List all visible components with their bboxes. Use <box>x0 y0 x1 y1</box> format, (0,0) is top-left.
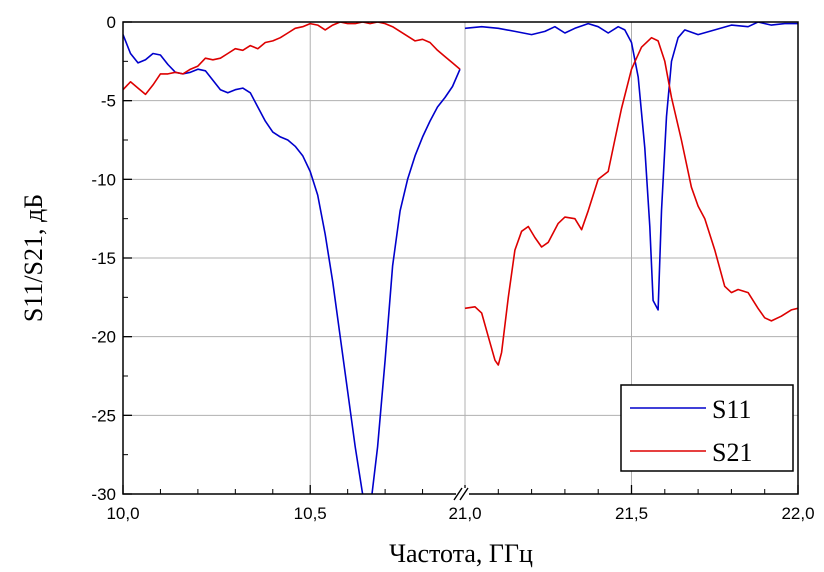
series-line-s21 <box>464 36 798 366</box>
legend-box <box>620 384 794 472</box>
legend-label-s11: S11 <box>712 395 752 424</box>
y-tick-label: -30 <box>91 485 116 504</box>
y-tick-label: -25 <box>91 406 116 425</box>
grid <box>123 22 798 494</box>
series-layer <box>123 22 798 494</box>
y-tick-label: -10 <box>91 170 116 189</box>
x-tick-label: 10,0 <box>106 504 139 523</box>
y-tick-label: -5 <box>101 92 116 111</box>
x-axis-title: Частота, ГГц <box>389 539 533 568</box>
x-tick-label: 10,5 <box>294 504 327 523</box>
x-tick-label: 22,0 <box>781 504 814 523</box>
axis-break-slash <box>459 487 469 501</box>
series-line-s11 <box>464 22 798 311</box>
legend: S11 S21 <box>620 384 794 472</box>
y-tick-label: -15 <box>91 249 116 268</box>
axis-break-mark <box>453 487 469 501</box>
axis-break-slash <box>453 487 463 501</box>
legend-label-s21: S21 <box>712 438 752 467</box>
series-line-s21 <box>123 22 461 96</box>
y-tick-label: 0 <box>107 13 116 32</box>
axis-ticks <box>122 21 799 495</box>
series-line-s11 <box>123 34 364 494</box>
series-line-s11 <box>371 68 461 494</box>
x-tick-label: 21,0 <box>448 504 481 523</box>
y-tick-label: -20 <box>91 328 116 347</box>
y-axis-title: S11/S21, дБ <box>19 194 48 322</box>
x-tick-label: 21,5 <box>615 504 648 523</box>
